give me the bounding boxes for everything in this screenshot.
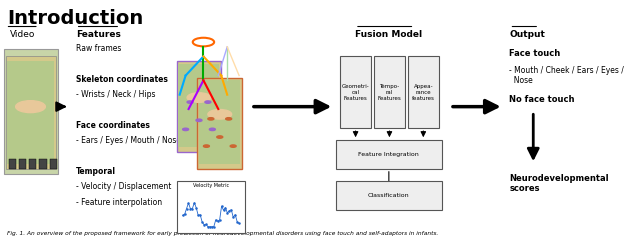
Bar xyxy=(9,159,16,169)
Circle shape xyxy=(15,101,45,113)
Bar xyxy=(29,159,36,169)
Text: Fig. 1. An overview of the proposed framework for early prediction of neurodevel: Fig. 1. An overview of the proposed fram… xyxy=(7,231,438,236)
Text: - Mouth / Cheek / Ears / Eyes /
  Nose: - Mouth / Cheek / Ears / Eyes / Nose xyxy=(509,66,625,85)
FancyBboxPatch shape xyxy=(340,56,371,128)
Text: - Wrists / Neck / Hips: - Wrists / Neck / Hips xyxy=(76,90,155,99)
Circle shape xyxy=(226,118,232,120)
FancyBboxPatch shape xyxy=(198,78,242,169)
Bar xyxy=(19,159,26,169)
Text: Raw frames: Raw frames xyxy=(76,45,121,53)
Circle shape xyxy=(217,136,223,138)
Text: Features: Features xyxy=(76,30,120,39)
Bar xyxy=(40,159,47,169)
FancyBboxPatch shape xyxy=(336,181,442,210)
Text: - Feature interpolation: - Feature interpolation xyxy=(76,197,162,207)
FancyBboxPatch shape xyxy=(6,56,56,169)
Text: Neurodevelopmental
scores: Neurodevelopmental scores xyxy=(509,174,609,193)
Text: Fusion Model: Fusion Model xyxy=(355,30,422,39)
FancyBboxPatch shape xyxy=(408,56,439,128)
Text: Tempo-
ral
Features: Tempo- ral Features xyxy=(378,84,401,101)
Bar xyxy=(177,181,245,234)
FancyBboxPatch shape xyxy=(179,64,220,147)
Text: Temporal: Temporal xyxy=(76,167,116,176)
Circle shape xyxy=(205,101,211,103)
Bar xyxy=(49,159,57,169)
Circle shape xyxy=(208,118,214,120)
Text: Face coordinates: Face coordinates xyxy=(76,121,150,130)
FancyBboxPatch shape xyxy=(4,49,58,174)
Text: Feature Integration: Feature Integration xyxy=(358,152,419,157)
FancyBboxPatch shape xyxy=(336,140,442,169)
Circle shape xyxy=(196,119,202,121)
Text: Appea-
rance
features: Appea- rance features xyxy=(412,84,435,101)
Text: Face touch: Face touch xyxy=(509,49,561,58)
Circle shape xyxy=(209,128,215,131)
Circle shape xyxy=(187,93,211,102)
Text: No face touch: No face touch xyxy=(509,95,575,104)
Circle shape xyxy=(182,128,189,131)
Circle shape xyxy=(204,145,209,147)
Text: Video: Video xyxy=(10,30,35,39)
Circle shape xyxy=(208,110,232,119)
Text: Geometri-
cal
Features: Geometri- cal Features xyxy=(342,84,369,101)
FancyBboxPatch shape xyxy=(177,61,221,152)
FancyBboxPatch shape xyxy=(7,61,54,164)
Circle shape xyxy=(187,101,193,103)
Text: Classification: Classification xyxy=(368,193,410,198)
Text: - Velocity / Displacement: - Velocity / Displacement xyxy=(76,182,171,191)
Text: Output: Output xyxy=(509,30,545,39)
FancyBboxPatch shape xyxy=(199,80,240,164)
Circle shape xyxy=(230,145,236,147)
Text: Skeleton coordinates: Skeleton coordinates xyxy=(76,75,168,84)
Text: Introduction: Introduction xyxy=(7,8,143,28)
Text: Velocity Metric: Velocity Metric xyxy=(193,183,229,188)
Text: - Ears / Eyes / Mouth / Nose: - Ears / Eyes / Mouth / Nose xyxy=(76,136,180,145)
FancyBboxPatch shape xyxy=(374,56,405,128)
